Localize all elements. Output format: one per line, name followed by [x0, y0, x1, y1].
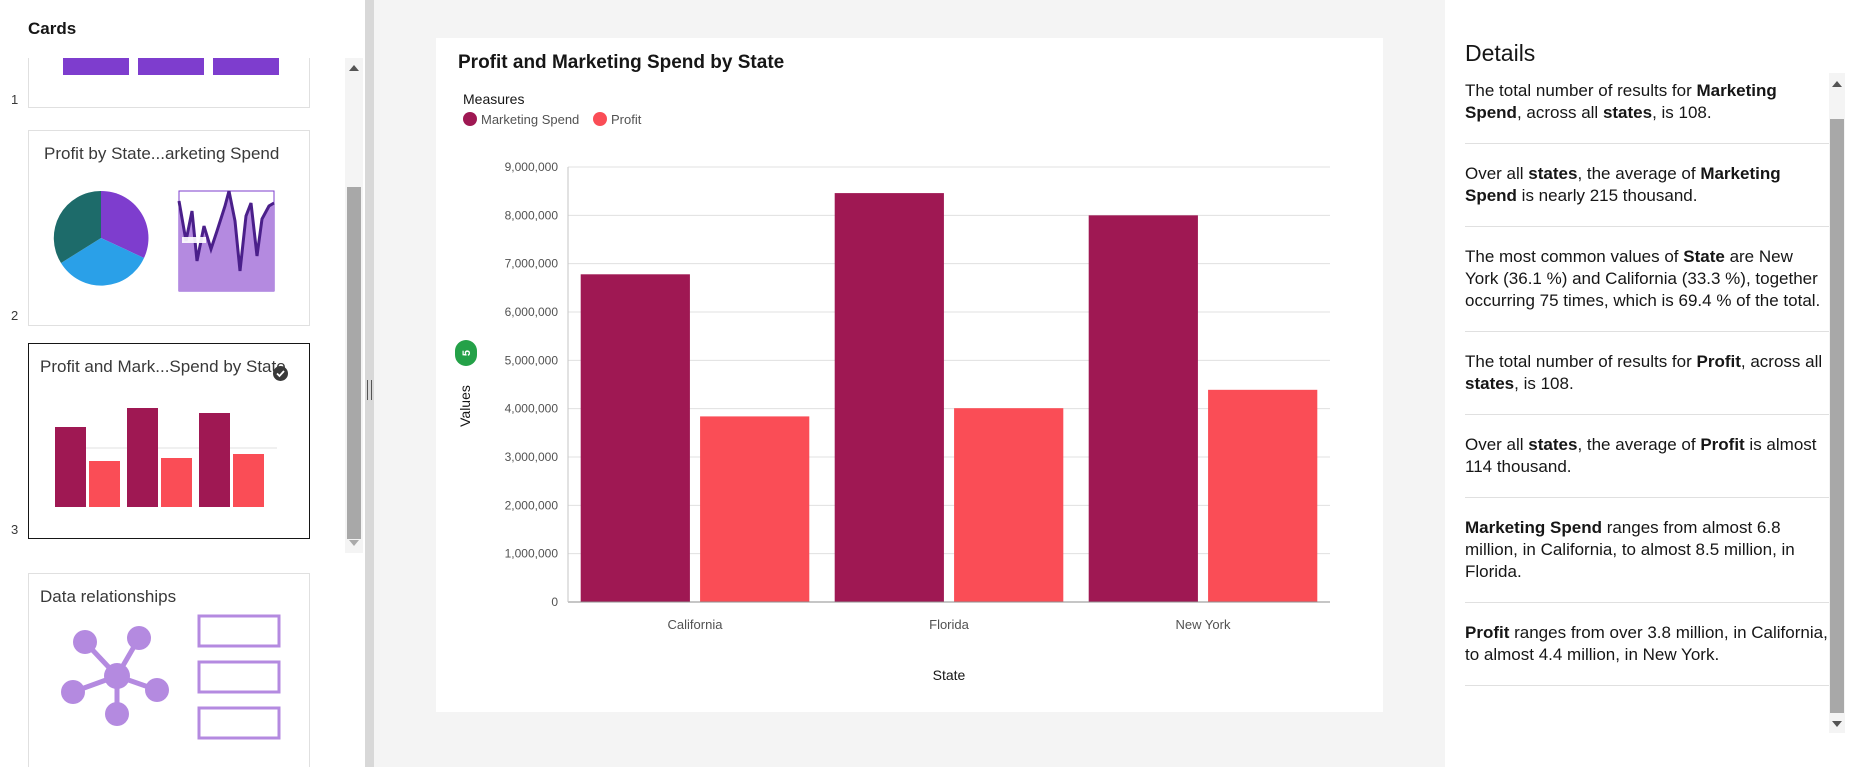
detail-insight-2: Over all states, the average of Marketin…	[1465, 163, 1829, 227]
cards-panel-title: Cards	[28, 19, 77, 38]
scroll-up-icon[interactable]	[349, 65, 359, 71]
legend-title: Measures	[463, 91, 525, 107]
cards-scrollbar[interactable]	[345, 58, 363, 553]
detail-insight-7: Profit ranges from over 3.8 million, in …	[1465, 622, 1829, 686]
checkmark-circle-icon	[273, 366, 288, 381]
card-3[interactable]: Profit and Mark...Spend by State	[28, 343, 310, 539]
y-axis-title-group: Values 5	[455, 340, 477, 427]
cards-panel: Cards 1 Profit by State...arketing Spend	[0, 0, 365, 767]
scroll-up-icon[interactable]	[1832, 81, 1842, 87]
card-1-thumbnail	[63, 58, 279, 75]
card-2-thumbnail	[53, 190, 275, 292]
y-tick-label: 3,000,000	[505, 450, 559, 464]
y-axis-ticks: 0 1,000,000 2,000,000 3,000,000 4,000,000 5,0…	[505, 160, 559, 609]
bar-profit-new-york[interactable]	[1208, 389, 1318, 602]
y-tick-label: 0	[551, 595, 558, 609]
resize-handle-icon[interactable]	[367, 380, 372, 400]
y-tick-label: 1,000,000	[505, 547, 559, 561]
legend-label: Marketing Spend	[481, 112, 580, 127]
bar-marketing-spend-california[interactable]	[580, 274, 690, 602]
details-list: The total number of results for Marketin…	[1465, 80, 1829, 705]
x-axis-ticks: California Florida New York	[668, 617, 1231, 632]
card-2-number: 2	[11, 308, 19, 323]
x-tick-label: Florida	[929, 617, 970, 632]
bar-chart: 0 1,000,000 2,000,000 3,000,000 4,000,000 5,0…	[455, 160, 1330, 683]
bar-profit-california[interactable]	[700, 416, 810, 602]
y-tick-label: 7,000,000	[505, 257, 559, 271]
card-1[interactable]	[28, 58, 310, 108]
card-4-thumbnail	[61, 614, 281, 740]
card-3-number: 3	[11, 522, 19, 537]
y-axis-label: Values	[457, 385, 473, 427]
count-badge[interactable]	[455, 340, 477, 366]
chart-title: Profit and Marketing Spend by State	[458, 52, 785, 73]
detail-insight-5: Over all states, the average of Profit i…	[1465, 434, 1829, 498]
x-tick-label: New York	[1176, 617, 1231, 632]
detail-insight-3: The most common values of State are New …	[1465, 246, 1829, 332]
card-data-relationships[interactable]: Data relationships	[28, 573, 310, 767]
card-4-title: Data relationships	[40, 587, 177, 606]
bars	[580, 193, 1318, 603]
bar-marketing-spend-florida[interactable]	[834, 193, 944, 602]
detail-insight-1: The total number of results for Marketin…	[1465, 80, 1829, 144]
y-tick-label: 4,000,000	[505, 402, 559, 416]
cards-scrollbar-thumb[interactable]	[347, 187, 361, 539]
legend-swatch	[463, 112, 477, 126]
x-tick-label: California	[668, 617, 724, 632]
y-tick-label: 6,000,000	[505, 305, 559, 319]
bar-marketing-spend-new-york[interactable]	[1088, 215, 1198, 603]
bar-profit-florida[interactable]	[954, 408, 1064, 602]
legend-swatch	[593, 112, 607, 126]
x-axis-label: State	[933, 667, 966, 683]
card-3-thumbnail	[55, 408, 277, 507]
y-tick-label: 2,000,000	[505, 498, 559, 512]
details-scrollbar[interactable]	[1829, 73, 1845, 733]
details-title: Details	[1465, 40, 1536, 66]
count-badge-label: 5	[461, 350, 473, 356]
details-panel: Details The total number of results for …	[1445, 0, 1856, 767]
details-scrollbar-thumb[interactable]	[1830, 119, 1844, 713]
card-1-number: 1	[11, 92, 19, 107]
legend-item-marketing-spend[interactable]: Marketing Spend	[463, 112, 579, 127]
card-2-title: Profit by State...arketing Spend	[44, 144, 280, 163]
panel-divider[interactable]	[365, 0, 374, 767]
card-3-title: Profit and Mark...Spend by State	[40, 357, 286, 376]
card-2[interactable]: Profit by State...arketing Spend	[28, 130, 310, 326]
y-tick-label: 9,000,000	[505, 160, 559, 174]
y-tick-label: 5,000,000	[505, 353, 559, 367]
legend-label: Profit	[611, 112, 642, 127]
canvas: Profit and Marketing Spend by State Meas…	[374, 0, 1445, 767]
scroll-down-icon[interactable]	[349, 540, 359, 546]
y-tick-label: 8,000,000	[505, 208, 559, 222]
detail-insight-4: The total number of results for Profit, …	[1465, 351, 1829, 415]
scroll-down-icon[interactable]	[1832, 721, 1842, 727]
gridlines	[568, 166, 1330, 555]
cards-list: 1 Profit by State...arketing Spend 2 Pro…	[0, 58, 345, 767]
chart-card[interactable]: Profit and Marketing Spend by State Meas…	[436, 38, 1383, 712]
legend-item-profit[interactable]: Profit	[593, 112, 641, 127]
detail-insight-6: Marketing Spend ranges from almost 6.8 m…	[1465, 517, 1829, 603]
